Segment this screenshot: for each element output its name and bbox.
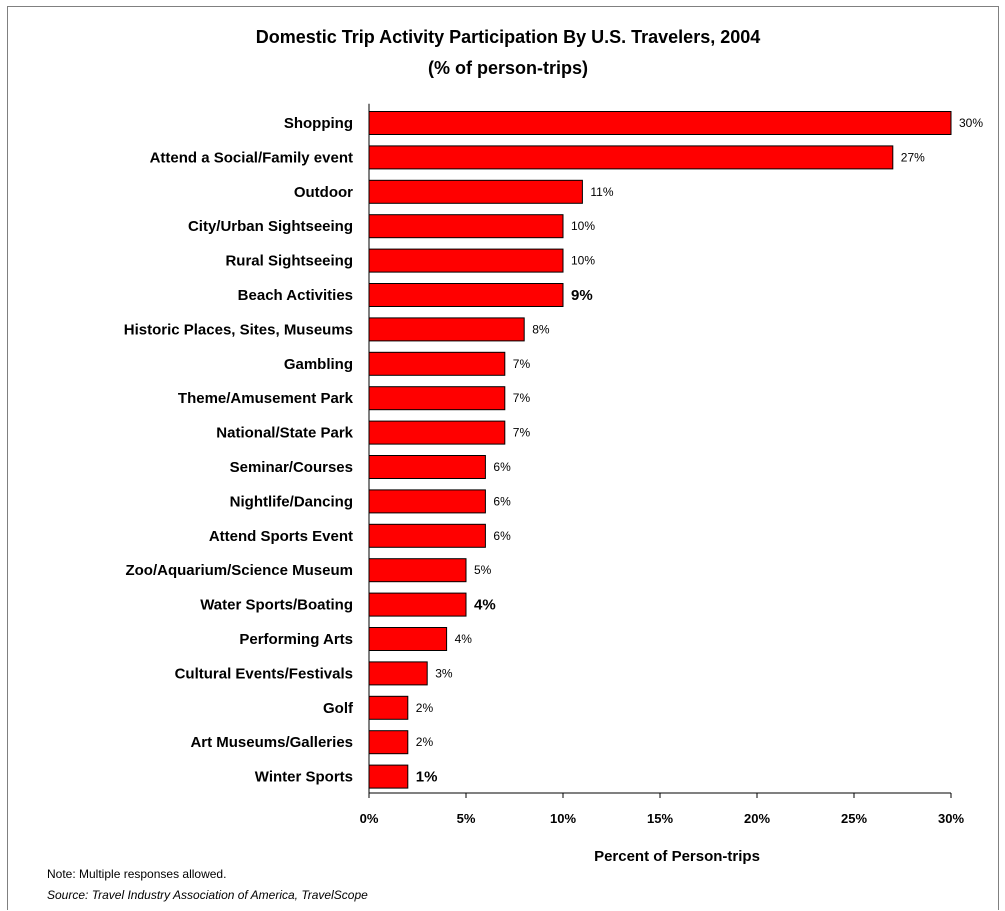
category-label: Art Museums/Galleries xyxy=(190,734,353,751)
bar xyxy=(368,179,583,204)
category-label: Seminar/Courses xyxy=(230,459,353,476)
chart-subtitle: (% of person-trips) xyxy=(428,58,588,78)
chart-title: Domestic Trip Activity Participation By … xyxy=(256,27,761,47)
value-label: 2% xyxy=(416,701,434,715)
x-tick-label: 10% xyxy=(550,811,576,826)
bar xyxy=(368,523,486,548)
bar xyxy=(368,283,564,307)
category-label: Outdoor xyxy=(294,184,353,201)
bar xyxy=(368,111,952,135)
value-label: 30% xyxy=(959,116,983,130)
bar xyxy=(368,420,506,445)
x-tick-label: 0% xyxy=(360,811,379,826)
bar xyxy=(368,661,428,686)
category-label: National/State Park xyxy=(216,425,353,442)
value-label: 2% xyxy=(416,735,434,749)
bar xyxy=(368,558,467,583)
bar xyxy=(368,317,525,342)
value-label: 7% xyxy=(513,357,531,371)
x-tick-label: 30% xyxy=(938,811,964,826)
bar xyxy=(368,145,894,170)
value-label: 9% xyxy=(571,287,593,304)
category-label: Winter Sports xyxy=(255,769,353,786)
value-label: 6% xyxy=(493,494,511,508)
value-label: 11% xyxy=(590,185,613,199)
value-label: 4% xyxy=(455,632,473,646)
category-label: Performing Arts xyxy=(239,631,353,648)
value-label: 4% xyxy=(474,597,496,614)
value-label: 8% xyxy=(532,322,550,336)
category-label: Beach Activities xyxy=(238,287,353,304)
category-label: Theme/Amusement Park xyxy=(178,390,354,407)
category-label: Historic Places, Sites, Museums xyxy=(124,321,353,338)
category-label: Zoo/Aquarium/Science Museum xyxy=(125,562,353,579)
value-label: 5% xyxy=(474,563,492,577)
x-tick-label: 25% xyxy=(841,811,867,826)
bar xyxy=(368,214,564,239)
bar xyxy=(368,455,486,479)
bar xyxy=(368,764,409,789)
value-label: 1% xyxy=(416,769,438,786)
bar xyxy=(368,248,564,273)
x-tick-label: 15% xyxy=(647,811,673,826)
value-label: 7% xyxy=(513,426,531,440)
category-label: City/Urban Sightseeing xyxy=(188,218,353,235)
value-label: 3% xyxy=(435,666,453,680)
value-label: 6% xyxy=(493,529,511,543)
source-text: Source: Travel Industry Association of A… xyxy=(47,888,368,902)
category-label: Cultural Events/Festivals xyxy=(175,665,353,682)
category-label: Gambling xyxy=(284,356,353,373)
value-label: 7% xyxy=(513,391,531,405)
value-label: 10% xyxy=(571,219,595,233)
value-label: 6% xyxy=(493,460,511,474)
category-label: Golf xyxy=(323,700,354,717)
bar xyxy=(368,386,506,411)
note-text: Note: Multiple responses allowed. xyxy=(47,867,226,881)
category-label: Water Sports/Boating xyxy=(200,597,353,614)
bar xyxy=(368,489,486,514)
category-label: Nightlife/Dancing xyxy=(230,493,353,510)
category-label: Shopping xyxy=(284,115,353,132)
bar xyxy=(368,627,448,651)
category-label: Attend a Social/Family event xyxy=(150,149,353,166)
bars-layer: Shopping 30% Attend a Social/Family event 2… xyxy=(124,111,983,789)
value-label: 10% xyxy=(571,254,595,268)
category-label: Attend Sports Event xyxy=(209,528,353,545)
bar xyxy=(368,351,506,376)
x-axis: 0% 5% 10% 15% 20% 25% 30% xyxy=(360,103,964,826)
bar xyxy=(368,730,409,755)
bar xyxy=(368,695,409,720)
x-tick-label: 20% xyxy=(744,811,770,826)
x-axis-title: Percent of Person-trips xyxy=(594,848,760,865)
x-tick-label: 5% xyxy=(457,811,476,826)
value-label: 27% xyxy=(901,150,925,164)
category-label: Rural Sightseeing xyxy=(225,253,353,270)
bar xyxy=(368,592,467,617)
